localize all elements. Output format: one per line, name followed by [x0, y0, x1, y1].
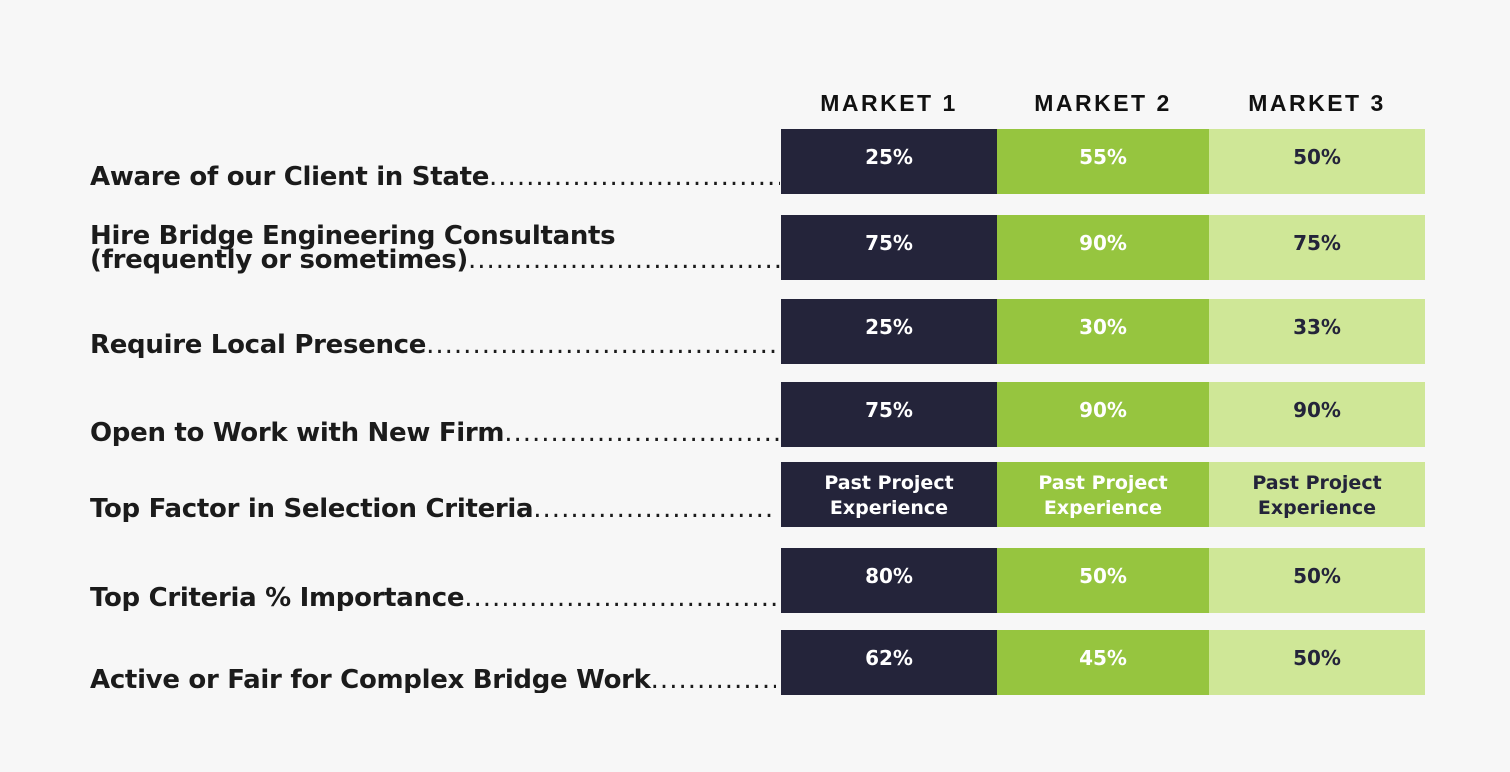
row-label-open-new-firm: Open to Work with New Firm..............…	[90, 420, 780, 446]
column-header-market-1: MARKET 1	[820, 90, 958, 116]
row-label-line: Require Local Presence..................…	[90, 332, 780, 358]
cell-market-3: Past Project Experience	[1209, 462, 1425, 527]
row-label-line: Top Criteria % Importance...............…	[90, 585, 780, 611]
cell-market-2: 90%	[997, 382, 1209, 447]
row-label-aware: Aware of our Client in State............…	[90, 164, 780, 190]
cell-market-1: 80%	[781, 548, 997, 613]
row-label-top-factor: Top Factor in Selection Criteria........…	[90, 496, 776, 522]
row-label-line: Aware of our Client in State............…	[90, 164, 780, 190]
cell-market-2: 50%	[997, 548, 1209, 613]
row-label-complex-bridge-work: Active or Fair for Complex Bridge Work..…	[90, 667, 776, 693]
cell-market-1: 25%	[781, 299, 997, 364]
row-label-hire-consultants: Hire Bridge Engineering Consultants (fre…	[90, 221, 780, 275]
cell-market-1: 75%	[781, 215, 997, 280]
cell-market-1: Past Project Experience	[781, 462, 997, 527]
row-label-line: (frequently or sometimes)...............…	[90, 245, 780, 275]
cell-market-1: 62%	[781, 630, 997, 695]
cell-market-3: 50%	[1209, 129, 1425, 194]
cell-market-3: 90%	[1209, 382, 1425, 447]
row-label-top-criteria-importance: Top Criteria % Importance...............…	[90, 585, 780, 611]
cell-market-3: 75%	[1209, 215, 1425, 280]
cell-market-2: 55%	[997, 129, 1209, 194]
column-header-market-3: MARKET 3	[1248, 90, 1386, 116]
row-label-local-presence: Require Local Presence..................…	[90, 332, 780, 358]
cell-market-1: 75%	[781, 382, 997, 447]
row-label-line: Top Factor in Selection Criteria........…	[90, 496, 776, 522]
cell-market-2: Past Project Experience	[997, 462, 1209, 527]
cell-market-3: 50%	[1209, 630, 1425, 695]
row-label-line: Hire Bridge Engineering Consultants	[90, 221, 616, 251]
cell-market-2: 45%	[997, 630, 1209, 695]
row-label-line: Active or Fair for Complex Bridge Work..…	[90, 667, 776, 693]
row-label-line: Open to Work with New Firm..............…	[90, 420, 780, 446]
column-header-market-2: MARKET 2	[1034, 90, 1172, 116]
cell-market-3: 50%	[1209, 548, 1425, 613]
cell-market-1: 25%	[781, 129, 997, 194]
cell-market-3: 33%	[1209, 299, 1425, 364]
cell-market-2: 30%	[997, 299, 1209, 364]
cell-market-2: 90%	[997, 215, 1209, 280]
